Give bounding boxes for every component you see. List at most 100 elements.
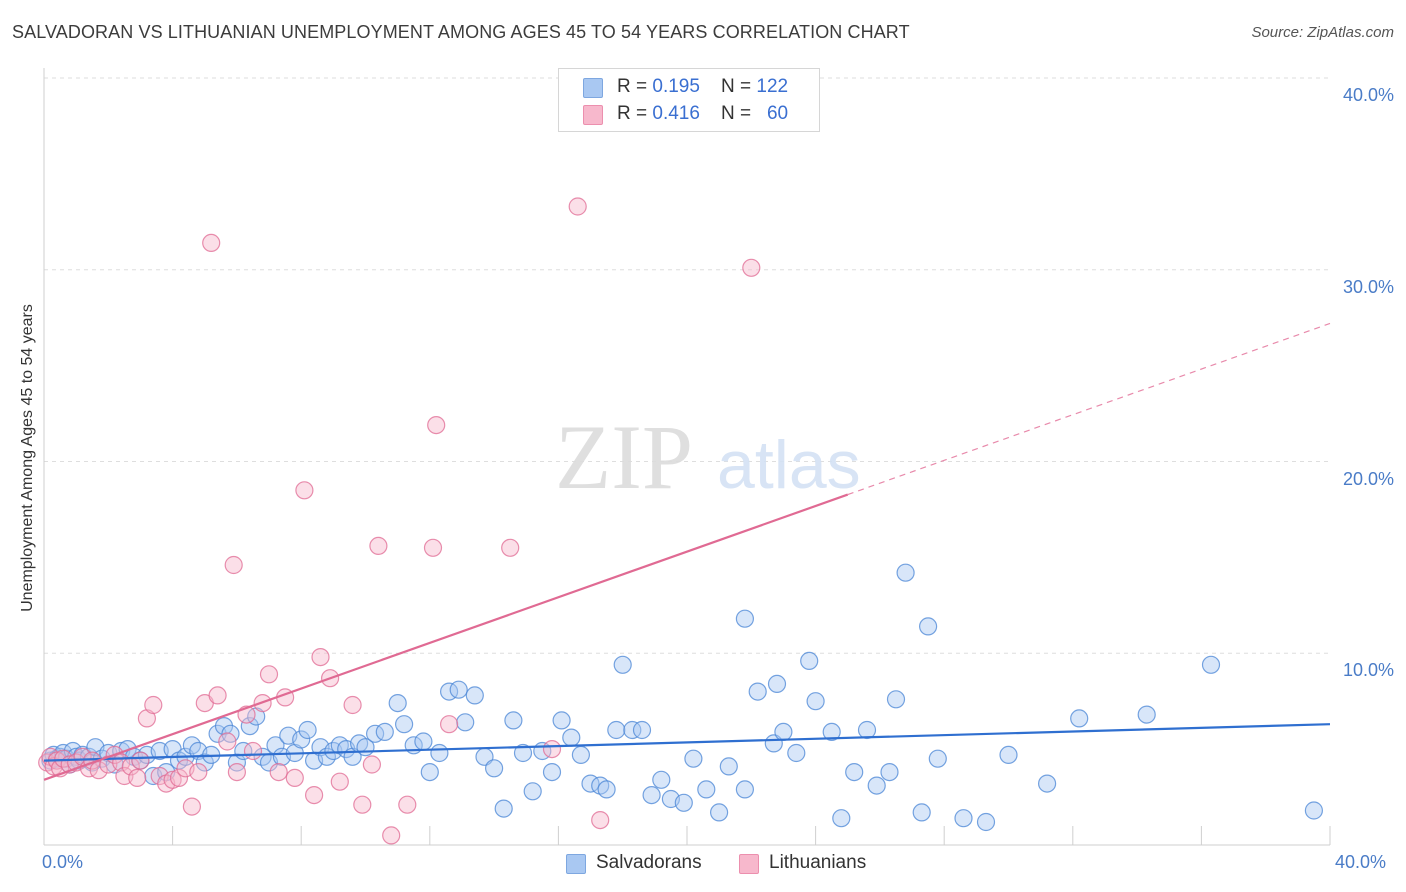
lithuanian-point bbox=[423, 538, 443, 557]
salvadoran-point bbox=[918, 617, 938, 636]
lithuanian-point bbox=[427, 416, 446, 435]
salvadoran-point bbox=[709, 803, 729, 822]
lithuanian-point bbox=[259, 665, 279, 684]
lithuanian-point bbox=[501, 538, 520, 557]
legend-label-salvadorans: Salvadorans bbox=[596, 852, 702, 873]
lithuanian-point bbox=[285, 768, 304, 788]
salvadoran-point bbox=[806, 692, 825, 711]
lithuanian-point bbox=[369, 536, 388, 556]
salvadoran-point bbox=[494, 799, 513, 818]
salvadoran-point bbox=[623, 720, 642, 740]
salvadoran-point bbox=[542, 762, 562, 782]
y-tick-label: 40.0% bbox=[1342, 85, 1394, 105]
salvadoran-point bbox=[449, 680, 468, 699]
salvadorans-points bbox=[41, 563, 1324, 832]
lithuanian-point bbox=[742, 258, 761, 277]
lithuanian-point bbox=[353, 795, 372, 814]
salvadoran-point bbox=[857, 720, 877, 740]
lithuanian-point bbox=[269, 762, 288, 782]
salvadoran-point bbox=[845, 762, 864, 782]
lithuanian-point bbox=[218, 732, 237, 751]
salvadoran-point bbox=[388, 693, 407, 713]
lithuanian-point bbox=[568, 197, 587, 216]
lithuanian-point bbox=[382, 826, 401, 845]
salvadoran-point bbox=[414, 732, 433, 751]
salvadoran-point bbox=[999, 745, 1018, 765]
lithuanians-trend-line-extrapolated bbox=[847, 322, 1331, 496]
salvadoran-point bbox=[735, 780, 755, 799]
salvadoran-point bbox=[800, 651, 819, 671]
salvadoran-point bbox=[1070, 709, 1089, 728]
x-tick-label-max: 40.0% bbox=[1335, 852, 1387, 872]
salvadoran-point bbox=[504, 711, 523, 730]
salvadoran-point bbox=[523, 782, 542, 801]
n-label: N = bbox=[721, 76, 757, 97]
lithuanian-point bbox=[330, 772, 349, 791]
lithuanian-point bbox=[295, 481, 314, 500]
salvadoran-point bbox=[822, 722, 841, 742]
salvadoran-point bbox=[513, 743, 533, 763]
r-value: 0.195 bbox=[652, 76, 700, 97]
salvadoran-point bbox=[240, 716, 259, 736]
series-legend: Salvadorans Lithuanians bbox=[0, 852, 1406, 878]
salvadoran-point bbox=[697, 780, 716, 799]
legend-swatch-salvadorans bbox=[566, 854, 586, 874]
salvadoran-point bbox=[420, 762, 439, 782]
salvadoran-point bbox=[767, 674, 787, 694]
watermark: ZIP atlas bbox=[555, 406, 861, 508]
y-tick-label: 30.0% bbox=[1342, 276, 1394, 297]
salvadoran-point bbox=[298, 720, 317, 740]
salvadoran-point bbox=[748, 682, 767, 701]
salvadoran-point bbox=[227, 753, 246, 772]
salvadoran-point bbox=[1304, 801, 1324, 820]
salvadoran-point bbox=[886, 690, 906, 709]
salvadoran-point bbox=[465, 686, 484, 705]
lithuanian-point bbox=[131, 751, 150, 770]
n-value: 122 bbox=[756, 76, 789, 97]
chart-title: SALVADORAN VS LITHUANIAN UNEMPLOYMENT AM… bbox=[12, 22, 910, 42]
axes bbox=[43, 68, 1331, 846]
salvadorans-trend-line bbox=[43, 723, 1331, 762]
salvadoran-point bbox=[652, 770, 671, 789]
salvadoran-point bbox=[912, 803, 931, 822]
y-tick-label: 20.0% bbox=[1342, 468, 1394, 489]
salvadoran-point bbox=[719, 757, 738, 776]
watermark-zip: ZIP bbox=[555, 406, 693, 508]
lithuanian-point bbox=[208, 686, 227, 705]
lithuanian-point bbox=[311, 647, 330, 667]
x-tick-label-min: 0.0% bbox=[42, 852, 84, 872]
salvadoran-point bbox=[1201, 655, 1221, 674]
y-tick-label: 10.0% bbox=[1342, 660, 1394, 681]
lithuanian-point bbox=[169, 768, 189, 788]
r-label: R = bbox=[617, 76, 653, 97]
salvadoran-point bbox=[395, 715, 414, 734]
legend-swatch-lithuanians bbox=[739, 854, 759, 874]
lithuanian-point bbox=[305, 785, 324, 805]
source-credit: Source: ZipAtlas.com bbox=[1251, 24, 1394, 41]
lithuanian-point bbox=[398, 795, 417, 814]
n-label: N = bbox=[721, 103, 757, 124]
salvadoran-point bbox=[1137, 705, 1156, 724]
salvadoran-point bbox=[684, 749, 703, 768]
salvadoran-point bbox=[456, 713, 475, 732]
salvadoran-point bbox=[954, 809, 973, 828]
lithuanian-point bbox=[542, 739, 562, 759]
legend-swatch-lithuanians bbox=[583, 105, 603, 125]
salvadoran-point bbox=[787, 743, 806, 763]
lithuanians-points bbox=[38, 197, 761, 845]
r-value: 0.416 bbox=[652, 103, 700, 124]
salvadoran-point bbox=[735, 609, 755, 628]
salvadoran-point bbox=[1037, 774, 1057, 793]
lithuanian-point bbox=[202, 233, 221, 252]
salvadoran-point bbox=[571, 745, 591, 765]
correlation-legend: R = 0.195 N = 122 R = 0.416 N = 60 bbox=[558, 68, 820, 132]
salvadoran-point bbox=[880, 762, 899, 782]
trend-lines bbox=[43, 322, 1331, 781]
lithuanian-point bbox=[362, 755, 381, 774]
lithuanian-point bbox=[144, 695, 163, 715]
salvadoran-point bbox=[976, 812, 996, 832]
salvadoran-point bbox=[928, 749, 947, 768]
lithuanian-point bbox=[163, 770, 182, 789]
salvadoran-point bbox=[613, 655, 632, 674]
